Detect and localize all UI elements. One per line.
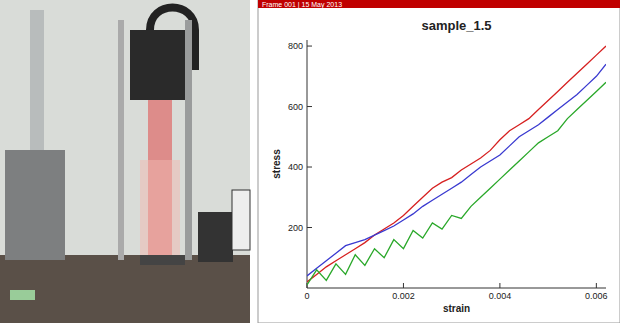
y-tick-label: 400 <box>288 162 303 172</box>
x-tick-label: 0 <box>304 291 309 301</box>
photo-box <box>5 150 65 260</box>
photo-wall <box>0 0 250 323</box>
series-line <box>307 46 606 282</box>
y-tick <box>307 227 312 228</box>
x-axis-title: strain <box>443 303 470 314</box>
chart-panel <box>258 0 620 323</box>
y-tick-label: 800 <box>288 41 303 51</box>
x-tick-label: 0.002 <box>392 291 415 301</box>
header-text: Frame 001 | 15 May 2013 <box>262 1 342 9</box>
x-tick-label: 0.006 <box>585 291 608 301</box>
y-axis <box>307 40 308 288</box>
figure: Frame 001 | 15 May 2013 sample_1.5 200 400 6… <box>0 0 620 323</box>
series-line <box>307 82 606 285</box>
x-tick-label: 0.004 <box>489 291 512 301</box>
y-tick <box>307 167 312 168</box>
x-tick <box>596 283 597 288</box>
photo-panel <box>198 212 233 262</box>
photo-glow <box>140 160 180 260</box>
y-tick-label: 600 <box>288 102 303 112</box>
plot-lines <box>307 46 606 285</box>
y-axis-title: stress <box>271 149 282 179</box>
x-tick <box>499 283 500 288</box>
y-tick-label: 200 <box>288 223 303 233</box>
y-tick <box>307 106 312 107</box>
photo-base <box>140 255 185 265</box>
photo-rod <box>118 20 124 260</box>
photo-head <box>130 30 190 100</box>
x-axis <box>307 288 606 289</box>
chart-title: sample_1.5 <box>421 18 491 33</box>
photo-monitor <box>232 190 250 250</box>
y-tick <box>307 46 312 47</box>
series-line <box>307 64 606 276</box>
header-bar <box>258 0 620 8</box>
photo <box>0 0 250 323</box>
photo-bench <box>0 255 250 323</box>
photo-object <box>10 290 35 300</box>
x-tick <box>403 283 404 288</box>
photo-rod <box>185 20 192 260</box>
